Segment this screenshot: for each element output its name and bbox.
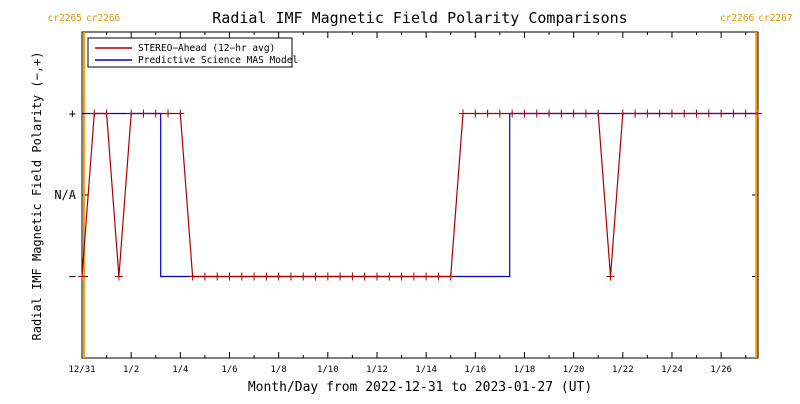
data-point-marker <box>348 272 357 281</box>
data-point-marker <box>741 109 750 118</box>
data-point-marker <box>176 109 185 118</box>
x-tick-label: 1/6 <box>221 365 237 375</box>
data-point-marker <box>704 109 713 118</box>
carrington-label-left: cr2265 <box>48 13 82 24</box>
x-tick-label: 1/12 <box>366 365 388 375</box>
data-point-marker <box>520 109 529 118</box>
data-point-marker <box>78 272 86 281</box>
legend-label-mas-model: Predictive Science MAS Model <box>138 55 298 66</box>
data-point-marker <box>102 109 111 118</box>
x-tick-label: 1/10 <box>317 365 339 375</box>
x-tick-label: 12/31 <box>68 365 95 375</box>
data-point-marker <box>360 272 369 281</box>
data-point-marker <box>262 272 271 281</box>
x-tick-label: 1/16 <box>464 365 486 375</box>
data-point-marker <box>471 109 480 118</box>
data-point-marker <box>385 272 394 281</box>
data-point-marker <box>299 272 308 281</box>
data-point-marker <box>459 109 468 118</box>
data-point-marker <box>495 109 504 118</box>
carrington-label-right: cr2266 <box>86 13 121 24</box>
y-tick-label: N/A <box>54 188 76 202</box>
x-tick-label: 1/24 <box>661 365 683 375</box>
data-point-marker <box>594 109 603 118</box>
data-point-marker <box>409 272 418 281</box>
data-point-marker <box>311 272 320 281</box>
y-tick-label: + <box>69 107 76 121</box>
data-point-marker <box>545 109 554 118</box>
series-line-mas-model <box>82 112 758 278</box>
x-tick-label: 1/26 <box>710 365 732 375</box>
carrington-rotation-lines <box>82 32 758 358</box>
data-point-marker <box>692 109 701 118</box>
data-point-marker <box>569 109 578 118</box>
x-tick-label: 1/18 <box>514 365 536 375</box>
data-point-marker <box>90 109 99 118</box>
data-point-marker <box>250 272 259 281</box>
x-tick-label: 1/22 <box>612 365 634 375</box>
data-point-marker <box>631 109 640 118</box>
x-tick-label: 1/4 <box>172 365 188 375</box>
x-axis-ticks: 12/31 1/2 1/4 1/6 1/8 1/10 1/12 1/14 1/16 1/18 1/2… <box>68 32 747 375</box>
data-point-marker <box>213 272 222 281</box>
legend-label-stereo: STEREO−Ahead (12−hr avg) <box>138 43 275 54</box>
data-point-marker <box>643 109 652 118</box>
data-point-marker <box>508 109 517 118</box>
data-point-marker <box>237 272 246 281</box>
data-point-marker <box>114 272 123 281</box>
x-tick-label: 1/14 <box>415 365 437 375</box>
data-point-marker <box>717 109 726 118</box>
data-point-marker <box>422 272 431 281</box>
data-point-marker <box>483 109 492 118</box>
data-point-marker <box>667 109 676 118</box>
series-markers <box>78 109 762 281</box>
data-point-marker <box>323 272 332 281</box>
x-tick-label: 1/2 <box>123 365 139 375</box>
data-point-marker <box>372 272 381 281</box>
legend: STEREO−Ahead (12−hr avg) Predictive Scie… <box>87 37 298 68</box>
data-point-marker <box>729 109 738 118</box>
carrington-label-right: cr2267 <box>758 13 792 24</box>
data-point-marker <box>127 109 136 118</box>
x-tick-label: 1/8 <box>271 365 287 375</box>
carrington-labels: cr2265 cr2266 cr2266 cr2267 <box>48 13 793 24</box>
series-lines <box>81 112 758 278</box>
data-point-marker <box>164 109 173 118</box>
data-point-marker <box>200 272 209 281</box>
y-axis-label: Radial IMF Magnetic Field Polarity (−,+) <box>30 52 44 341</box>
data-point-marker <box>680 109 689 118</box>
data-point-marker <box>557 109 566 118</box>
data-point-marker <box>139 109 148 118</box>
data-point-marker <box>274 272 283 281</box>
y-tick-label: − <box>69 270 76 284</box>
y-axis-ticks: + N/A − <box>54 107 758 284</box>
data-point-marker <box>655 109 664 118</box>
data-point-marker <box>446 272 455 281</box>
data-point-marker <box>618 109 627 118</box>
x-axis-label: Month/Day from 2022-12-31 to 2023-01-27 … <box>248 380 592 395</box>
data-point-marker <box>532 109 541 118</box>
data-point-marker <box>188 272 197 281</box>
data-point-marker <box>606 272 615 281</box>
data-point-marker <box>754 109 762 118</box>
data-point-marker <box>397 272 406 281</box>
plot-frame <box>81 31 759 359</box>
series-line-stereo <box>81 112 758 278</box>
data-point-marker <box>434 272 443 281</box>
data-point-marker <box>225 272 234 281</box>
x-tick-label: 1/20 <box>563 365 585 375</box>
chart-title: Radial IMF Magnetic Field Polarity Compa… <box>212 9 627 27</box>
carrington-label-left: cr2266 <box>720 13 755 24</box>
data-point-marker <box>286 272 295 281</box>
legend-box <box>87 37 293 68</box>
data-point-marker <box>581 109 590 118</box>
data-point-marker <box>336 272 345 281</box>
data-point-marker <box>151 109 160 118</box>
